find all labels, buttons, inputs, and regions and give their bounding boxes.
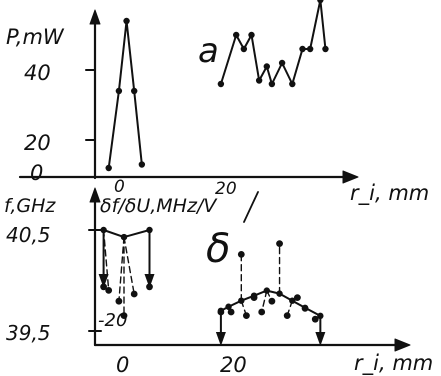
slope-connector-1-5 bbox=[261, 289, 268, 313]
slope-point-1-11 bbox=[311, 315, 319, 323]
power-point-0-1 bbox=[115, 87, 123, 95]
power-line-1 bbox=[219, 0, 327, 85]
slope-point-0-4 bbox=[130, 290, 138, 298]
power-point-1-1 bbox=[233, 31, 240, 39]
panel-a-x-axis-arrow bbox=[342, 170, 359, 184]
panel-b-y-axis-label-frequency: f,GHz bbox=[4, 195, 56, 217]
power-point-0-0 bbox=[105, 164, 112, 172]
boundary-arrow-head-0 bbox=[98, 274, 109, 288]
power-point-1-4 bbox=[255, 77, 263, 84]
panel-a-ytick-label-20: 20 bbox=[24, 131, 51, 155]
slope-point-1-6 bbox=[268, 297, 276, 305]
power-point-0-2 bbox=[123, 17, 130, 25]
power-point-1-0 bbox=[217, 80, 225, 88]
panel-a-power-series bbox=[105, 0, 329, 172]
panel-b-ytick-label-395: 39,5 bbox=[6, 321, 51, 345]
panel-b-axes bbox=[88, 187, 411, 352]
slope-point-1-8 bbox=[283, 312, 291, 319]
power-line-0 bbox=[107, 20, 143, 169]
slope-connector-0-4 bbox=[123, 236, 135, 295]
x-axis-label-upper: r_i, mm bbox=[350, 181, 429, 206]
slope-connector-0-2 bbox=[118, 236, 125, 302]
power-point-1-2 bbox=[240, 45, 248, 53]
power-point-1-3 bbox=[248, 31, 255, 39]
boundary-arrow-head-1 bbox=[144, 274, 155, 288]
power-point-0-4 bbox=[138, 161, 146, 168]
slope-point-1-7 bbox=[276, 240, 283, 248]
power-point-1-8 bbox=[289, 80, 296, 88]
slope-point-1-2 bbox=[237, 251, 245, 258]
slope-point-1-3 bbox=[243, 312, 250, 319]
slope-point-0-3 bbox=[120, 312, 128, 319]
panel-b-slope-axis-mark bbox=[243, 191, 259, 223]
x-tick-label-0-lower: 0 bbox=[116, 353, 129, 376]
panel-a-ytick-label-40: 40 bbox=[24, 61, 51, 85]
power-point-1-12 bbox=[322, 45, 329, 53]
power-point-1-11 bbox=[317, 0, 324, 4]
slope-point-1-9 bbox=[294, 294, 301, 301]
power-point-1-5 bbox=[263, 63, 270, 70]
panel-a-ytick-label-0: 0 bbox=[30, 161, 43, 185]
power-point-1-9 bbox=[299, 45, 306, 53]
slope-point-1-1 bbox=[227, 308, 235, 316]
x-tick-label-20-lower: 20 bbox=[220, 353, 247, 376]
panel-b-right-ytick-label-minus20: -20 bbox=[98, 310, 127, 331]
slope-point-1-5 bbox=[258, 308, 266, 316]
slope-point-1-4 bbox=[250, 294, 258, 301]
boundary-arrow-head-2 bbox=[215, 332, 226, 346]
power-point-0-3 bbox=[131, 87, 138, 95]
power-point-1-7 bbox=[278, 59, 286, 67]
panel-b-x-axis-arrow bbox=[394, 338, 411, 352]
panel-b-label: δ bbox=[206, 226, 230, 272]
power-point-1-10 bbox=[306, 45, 314, 53]
panel-b-ytick-label-405: 40,5 bbox=[6, 223, 51, 247]
slope-point-0-1 bbox=[105, 287, 113, 294]
power-point-1-6 bbox=[268, 80, 276, 88]
panel-b-slope-series bbox=[98, 229, 326, 346]
x-tick-label-0-upper: 0 bbox=[114, 177, 125, 197]
panel-a-label: a bbox=[198, 31, 219, 71]
panel-a-y-axis-label: P,mW bbox=[6, 25, 65, 49]
panel-a-axes bbox=[18, 9, 359, 184]
x-tick-label-20-upper: 20 bbox=[215, 179, 237, 199]
panel-b-y-axis-label-slope: δf/δU,MHz/V bbox=[100, 195, 218, 217]
panel-a-y-axis-arrow bbox=[89, 9, 101, 25]
panel-b-y-axis-arrow bbox=[89, 187, 101, 203]
slope-point-0-2 bbox=[115, 297, 123, 305]
boundary-arrow-head-3 bbox=[315, 332, 326, 346]
x-axis-label-lower: r_i, mm bbox=[354, 351, 433, 376]
slope-point-1-10 bbox=[301, 305, 309, 312]
